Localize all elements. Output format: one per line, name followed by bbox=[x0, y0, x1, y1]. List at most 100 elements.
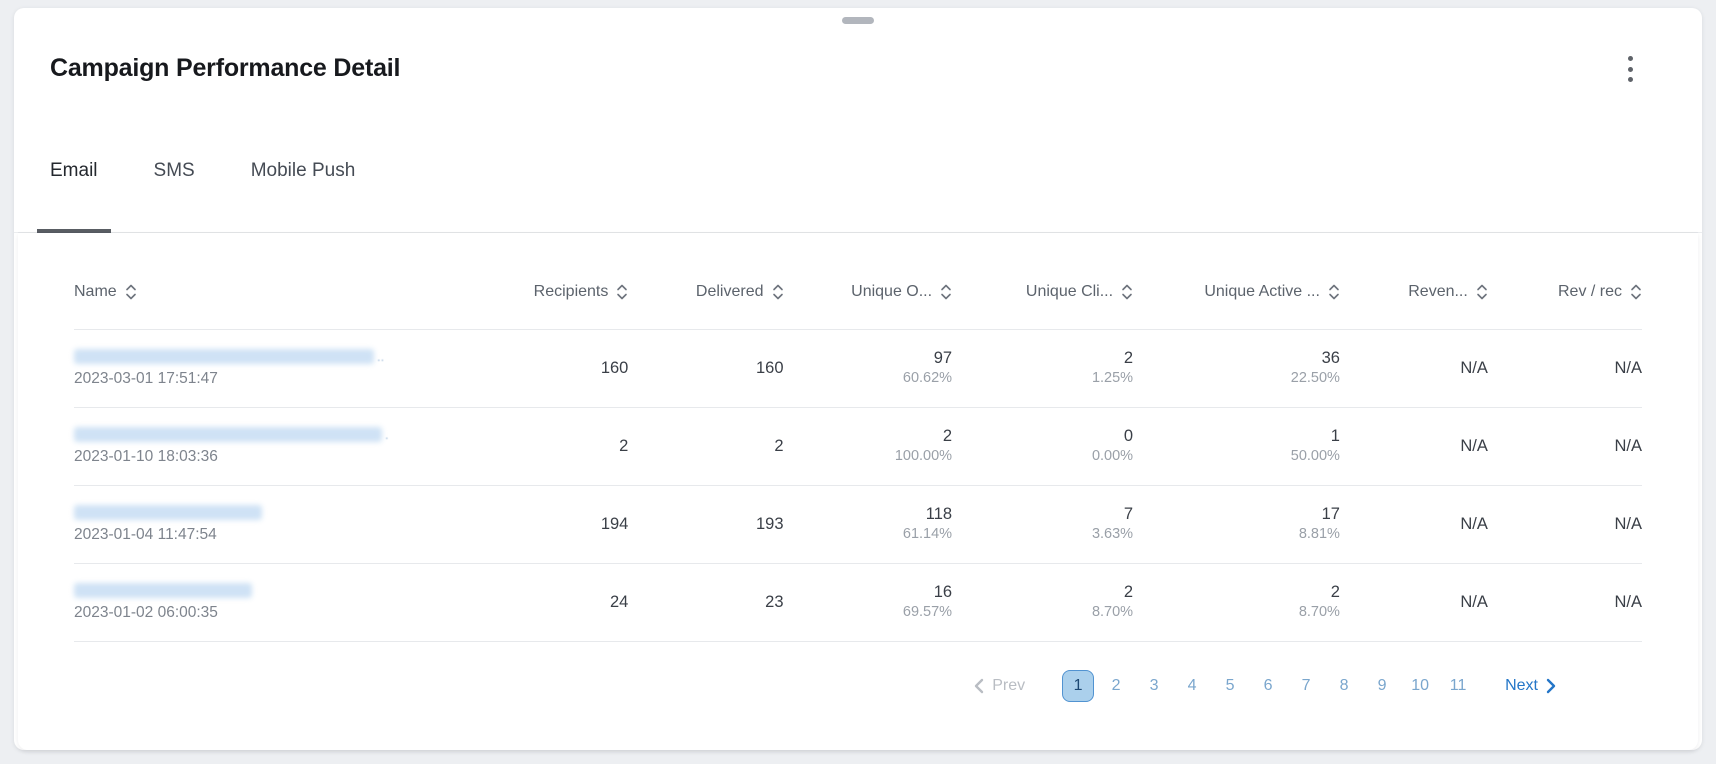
pagination-page-5[interactable]: 5 bbox=[1225, 676, 1235, 694]
table-row: 2023-01-04 11:47:54 194 193 118 61.14% 7 3… bbox=[74, 485, 1642, 564]
delivered-value: 193 bbox=[755, 514, 784, 533]
channel-tabs: Email SMS Mobile Push bbox=[14, 156, 1702, 233]
pagination: Prev 1 2 3 4 5 6 7 8 9 10 11 Next bbox=[74, 642, 1642, 702]
sort-icon bbox=[1477, 284, 1487, 300]
column-header-revenue[interactable]: Reven... bbox=[1340, 283, 1488, 301]
unique-opens-value: 16 bbox=[933, 583, 953, 602]
pagination-page-2[interactable]: 2 bbox=[1111, 676, 1121, 694]
pagination-page-10[interactable]: 10 bbox=[1411, 676, 1429, 694]
rev-per-recipient-value: N/A bbox=[1614, 358, 1642, 377]
tab-email[interactable]: Email bbox=[37, 156, 110, 233]
column-header-rev-per-recipient[interactable]: Rev / rec bbox=[1488, 283, 1642, 301]
column-label: Rev / rec bbox=[1557, 282, 1622, 300]
unique-opens-pct: 61.14% bbox=[902, 526, 953, 543]
pagination-page-8[interactable]: 8 bbox=[1339, 676, 1349, 694]
column-label: Recipients bbox=[533, 282, 609, 300]
sort-icon bbox=[125, 284, 136, 300]
unique-opens-pct: 100.00% bbox=[894, 448, 953, 465]
unique-active-value: 17 bbox=[1321, 505, 1340, 524]
unique-clicks-value: 2 bbox=[1123, 583, 1134, 602]
unique-clicks-value: 2 bbox=[1123, 349, 1134, 368]
unique-opens-value: 2 bbox=[942, 427, 953, 446]
campaign-performance-panel: Campaign Performance Detail Email SMS Mo… bbox=[14, 8, 1702, 750]
column-header-name[interactable]: Name bbox=[74, 283, 471, 301]
revenue-value: N/A bbox=[1460, 436, 1488, 455]
redacted-campaign-name bbox=[74, 348, 374, 364]
tab-sms[interactable]: SMS bbox=[153, 160, 195, 181]
table-row: 2023-01-02 06:00:35 24 23 16 69.57% 2 8.70… bbox=[74, 563, 1642, 642]
column-label: Reven... bbox=[1408, 282, 1468, 300]
rev-per-recipient-value: N/A bbox=[1614, 592, 1642, 611]
kebab-menu-icon[interactable] bbox=[1620, 54, 1640, 84]
unique-clicks-pct: 3.63% bbox=[1091, 526, 1134, 543]
unique-active-value: 1 bbox=[1330, 427, 1340, 446]
column-label: Delivered bbox=[695, 282, 764, 300]
table-row: .. 2023-03-01 17:51:47 160 160 97 60.62% … bbox=[74, 329, 1642, 408]
unique-active-value: 2 bbox=[1330, 583, 1340, 602]
pagination-page-6[interactable]: 6 bbox=[1263, 676, 1273, 694]
unique-clicks-value: 0 bbox=[1123, 427, 1134, 446]
unique-clicks-pct: 1.25% bbox=[1091, 370, 1134, 387]
table-header-row: Name Recipients Delivered Unique O... bbox=[74, 255, 1642, 330]
unique-opens-value: 97 bbox=[933, 349, 953, 368]
column-header-delivered[interactable]: Delivered bbox=[628, 283, 783, 301]
pagination-next-button[interactable]: Next bbox=[1505, 677, 1556, 695]
column-header-unique-clicks[interactable]: Unique Cli... bbox=[952, 283, 1133, 301]
unique-active-pct: 8.81% bbox=[1298, 526, 1340, 543]
revenue-value: N/A bbox=[1460, 358, 1488, 377]
tab-mobile-push[interactable]: Mobile Push bbox=[250, 160, 356, 181]
column-header-recipients[interactable]: Recipients bbox=[471, 283, 628, 301]
campaign-table: Name Recipients Delivered Unique O... bbox=[74, 255, 1642, 642]
campaign-name-link[interactable] bbox=[74, 582, 471, 598]
recipients-value: 24 bbox=[610, 592, 629, 611]
pagination-page-4[interactable]: 4 bbox=[1187, 676, 1197, 694]
chevron-left-icon bbox=[974, 678, 984, 693]
recipients-value: 160 bbox=[600, 358, 629, 377]
delivered-value: 2 bbox=[774, 436, 784, 455]
column-label: Unique O... bbox=[851, 282, 933, 300]
pagination-page-11[interactable]: 11 bbox=[1449, 676, 1467, 694]
redacted-campaign-name bbox=[74, 504, 262, 520]
column-header-unique-active[interactable]: Unique Active ... bbox=[1133, 283, 1340, 301]
unique-clicks-pct: 8.70% bbox=[1091, 604, 1134, 621]
campaign-name-link[interactable] bbox=[74, 504, 471, 520]
pagination-page-9[interactable]: 9 bbox=[1377, 676, 1387, 694]
campaign-timestamp: 2023-01-04 11:47:54 bbox=[74, 525, 217, 543]
campaign-name-link[interactable]: .. bbox=[74, 348, 471, 364]
campaign-timestamp: 2023-01-02 06:00:35 bbox=[74, 603, 218, 621]
column-label: Unique Active ... bbox=[1204, 282, 1320, 300]
campaign-timestamp: 2023-03-01 17:51:47 bbox=[74, 369, 218, 387]
recipients-value: 194 bbox=[600, 514, 629, 533]
prev-label: Prev bbox=[992, 676, 1026, 694]
unique-clicks-pct: 0.00% bbox=[1091, 448, 1134, 465]
drag-handle[interactable] bbox=[842, 17, 874, 24]
sort-icon bbox=[1329, 284, 1339, 300]
pagination-page-7[interactable]: 7 bbox=[1301, 676, 1311, 694]
unique-active-pct: 50.00% bbox=[1290, 448, 1340, 465]
revenue-value: N/A bbox=[1460, 514, 1488, 533]
kebab-dot bbox=[1627, 56, 1633, 61]
campaign-name-link[interactable]: . bbox=[74, 426, 471, 442]
sort-icon bbox=[941, 284, 951, 300]
unique-clicks-value: 7 bbox=[1123, 505, 1134, 524]
name-ellipsis: . bbox=[385, 426, 389, 442]
redacted-campaign-name bbox=[74, 426, 382, 442]
delivered-value: 160 bbox=[755, 358, 784, 377]
name-ellipsis: .. bbox=[377, 348, 385, 364]
sort-icon bbox=[1122, 284, 1132, 300]
unique-opens-pct: 60.62% bbox=[902, 370, 953, 387]
table-row: . 2023-01-10 18:03:36 2 2 2 100.00% 0 0.00… bbox=[74, 407, 1642, 486]
recipients-value: 2 bbox=[619, 436, 629, 455]
campaign-table-card: Name Recipients Delivered Unique O... bbox=[18, 233, 1698, 750]
pagination-page-1[interactable]: 1 bbox=[1062, 669, 1095, 702]
column-header-unique-opens[interactable]: Unique O... bbox=[784, 283, 953, 301]
sort-icon bbox=[772, 284, 783, 300]
unique-active-value: 36 bbox=[1321, 349, 1340, 368]
unique-opens-pct: 69.57% bbox=[902, 604, 953, 621]
sort-icon bbox=[1631, 284, 1641, 300]
pagination-page-3[interactable]: 3 bbox=[1149, 676, 1159, 694]
campaign-timestamp: 2023-01-10 18:03:36 bbox=[74, 447, 218, 465]
revenue-value: N/A bbox=[1460, 592, 1488, 611]
pagination-prev-button[interactable]: Prev bbox=[974, 677, 1025, 695]
unique-active-pct: 8.70% bbox=[1298, 604, 1340, 621]
